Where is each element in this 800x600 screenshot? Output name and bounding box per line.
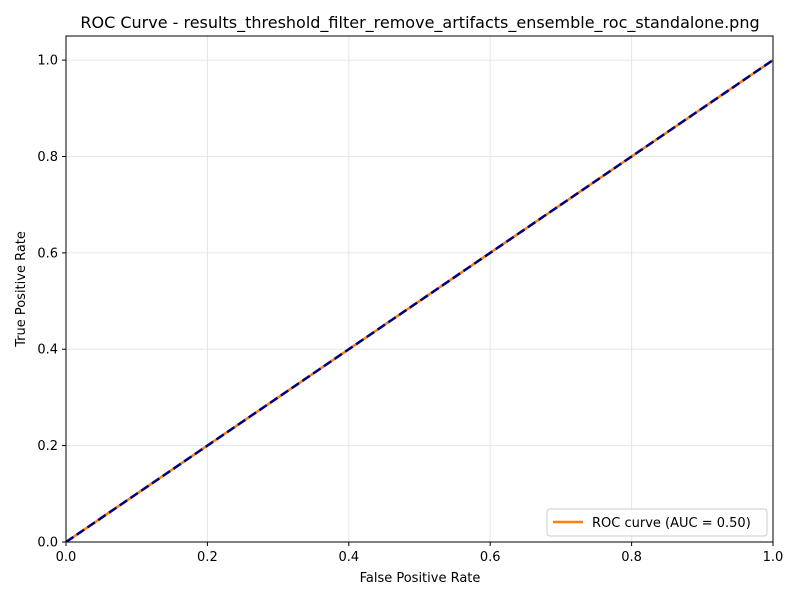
y-tick-label: 0.0 [37, 536, 58, 551]
x-axis-label: False Positive Rate [360, 571, 481, 586]
y-tick-label: 0.4 [37, 343, 58, 358]
chart-title: ROC Curve - results_threshold_filter_rem… [80, 13, 759, 33]
legend-box [546, 508, 768, 537]
x-tick-label: 0.2 [197, 550, 218, 565]
y-axis-label: True Positive Rate [14, 231, 29, 348]
x-tick-label: 0.6 [480, 550, 501, 565]
y-tick-label: 0.2 [37, 439, 58, 454]
series-layer [66, 59, 773, 542]
y-tick-label: 0.6 [37, 246, 58, 261]
legend-label-roc: ROC curve (AUC = 0.50) [592, 516, 751, 531]
legend: ROC curve (AUC = 0.50) [546, 508, 768, 537]
x-tick-label: 0.4 [338, 550, 359, 565]
x-tick-label: 0.0 [56, 550, 77, 565]
y-tick-label: 1.0 [37, 54, 58, 69]
grid [65, 36, 774, 543]
plot-frame [65, 35, 774, 543]
roc-curve-line [66, 59, 773, 542]
x-tick-label: 1.0 [763, 550, 784, 565]
y-tick-label: 0.8 [37, 150, 58, 165]
x-tick-label: 0.8 [621, 550, 642, 565]
ticks: 0.0 0.2 0.4 0.6 0.8 1.0 0.0 0.2 0.4 0.6 0.8 1.0 [37, 54, 783, 565]
